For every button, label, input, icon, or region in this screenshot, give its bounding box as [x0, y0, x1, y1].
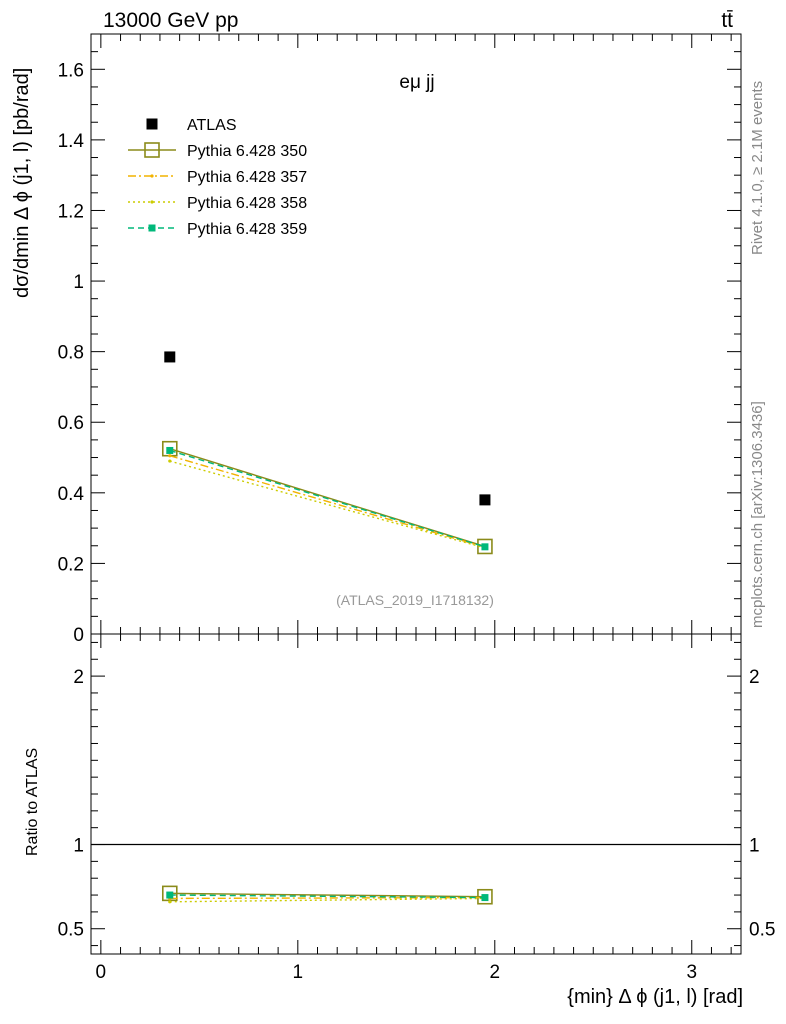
ratio-y-axis-label: Ratio to ATLAS	[24, 748, 41, 856]
legend-label-pythia-6-428-358: Pythia 6.428 358	[187, 195, 307, 212]
legend-marker-pythia-6-428-350	[144, 142, 160, 158]
main-series	[161, 351, 493, 555]
rivet-label: Rivet 4.1.0, ≥ 2.1M events	[749, 81, 766, 255]
panel-title: eμ jj	[399, 72, 434, 93]
series-line-pythia-6-428-359	[169, 449, 486, 548]
main-y-tick-label: 0.6	[58, 413, 84, 434]
legend: ATLAS Pythia 6.428 350 Pythia 6.428 357 Pyt…	[128, 117, 307, 238]
ratio-point-pythia-6-428-359	[166, 891, 174, 899]
ratio-line-pythia-6-428-357	[169, 896, 485, 900]
data-point-atlas	[479, 494, 491, 506]
x-axis-label: {min} Δ ϕ (j1, l) [rad]	[567, 986, 743, 1008]
x-tick-label: 0	[96, 962, 107, 983]
data-point-pythia-6-428-357	[168, 454, 172, 458]
energy-label: 13000 GeV pp	[103, 9, 238, 32]
main-y-axis: 0 0.2 0.4 0.6 0.8 1 1.2 1.4 1.6	[58, 33, 741, 646]
ratio-line-pythia-6-428-350	[169, 892, 485, 898]
series-line-pythia-6-428-358	[169, 460, 486, 549]
main-y-tick-label: 0	[73, 625, 84, 646]
ratio-y-tick-label-right: 1	[749, 836, 760, 857]
series-line-pythia-6-428-350	[169, 448, 486, 548]
ratio-x-axis: 0 1 2 3	[96, 634, 732, 983]
ratio-y-tick-label-right: 2	[749, 667, 760, 688]
main-y-tick-label: 0.8	[58, 343, 84, 364]
x-tick-label: 2	[489, 962, 500, 983]
ratio-panel-frame	[90, 633, 742, 955]
main-y-axis-label: dσ/dmin Δ ϕ (j1, l) [pb/rad]	[11, 68, 33, 298]
ratio-line-pythia-6-428-358	[169, 897, 485, 903]
x-tick-label: 1	[293, 962, 304, 983]
ratio-point-pythia-6-428-350	[477, 888, 493, 905]
main-y-tick-label: 0.4	[58, 484, 85, 505]
ratio-line-pythia-6-428-359	[169, 894, 485, 899]
main-y-tick-label: 1.4	[58, 131, 85, 152]
main-x-axis	[100, 34, 732, 634]
source-label: mcplots.cern.ch [arXiv:1306.3436]	[749, 401, 766, 628]
data-point-pythia-6-428-350	[477, 538, 493, 555]
ratio-y-tick-label: 0.5	[58, 920, 84, 941]
ratio-point-pythia-6-428-358	[168, 900, 172, 904]
ratio-y-tick-label: 2	[73, 667, 84, 688]
process-label: tt̄	[721, 9, 733, 32]
ratio-y-tick-label: 1	[73, 836, 84, 857]
main-y-tick-label: 1	[73, 272, 84, 293]
legend-label-pythia-6-428-350: Pythia 6.428 350	[187, 143, 307, 160]
legend-marker-pythia-6-428-358	[150, 200, 154, 204]
x-tick-label: 3	[686, 962, 697, 983]
legend-label-pythia-6-428-357: Pythia 6.428 357	[187, 169, 307, 186]
legend-label-pythia-6-428-359: Pythia 6.428 359	[187, 221, 307, 238]
ratio-y-tick-label-right: 0.5	[749, 920, 775, 941]
data-point-pythia-6-428-359	[481, 543, 489, 551]
analysis-watermark: (ATLAS_2019_I1718132)	[336, 592, 494, 608]
ratio-y-axis: 0.5 0.5 1 1 2 2	[58, 641, 775, 947]
ratio-series	[161, 885, 493, 905]
ratio-point-pythia-6-428-359	[481, 894, 489, 902]
series-line-pythia-6-428-357	[169, 455, 486, 548]
main-y-tick-label: 1.6	[58, 60, 84, 81]
legend-marker-pythia-6-428-357	[150, 174, 154, 178]
main-y-tick-label: 1.2	[58, 201, 84, 222]
legend-label-atlas: ATLAS	[187, 117, 237, 134]
data-point-atlas	[164, 351, 176, 363]
data-point-pythia-6-428-359	[166, 446, 174, 454]
legend-marker-atlas	[146, 118, 158, 130]
main-y-tick-label: 0.2	[58, 554, 84, 575]
data-point-pythia-6-428-358	[168, 459, 172, 463]
legend-marker-pythia-6-428-359	[148, 224, 156, 232]
